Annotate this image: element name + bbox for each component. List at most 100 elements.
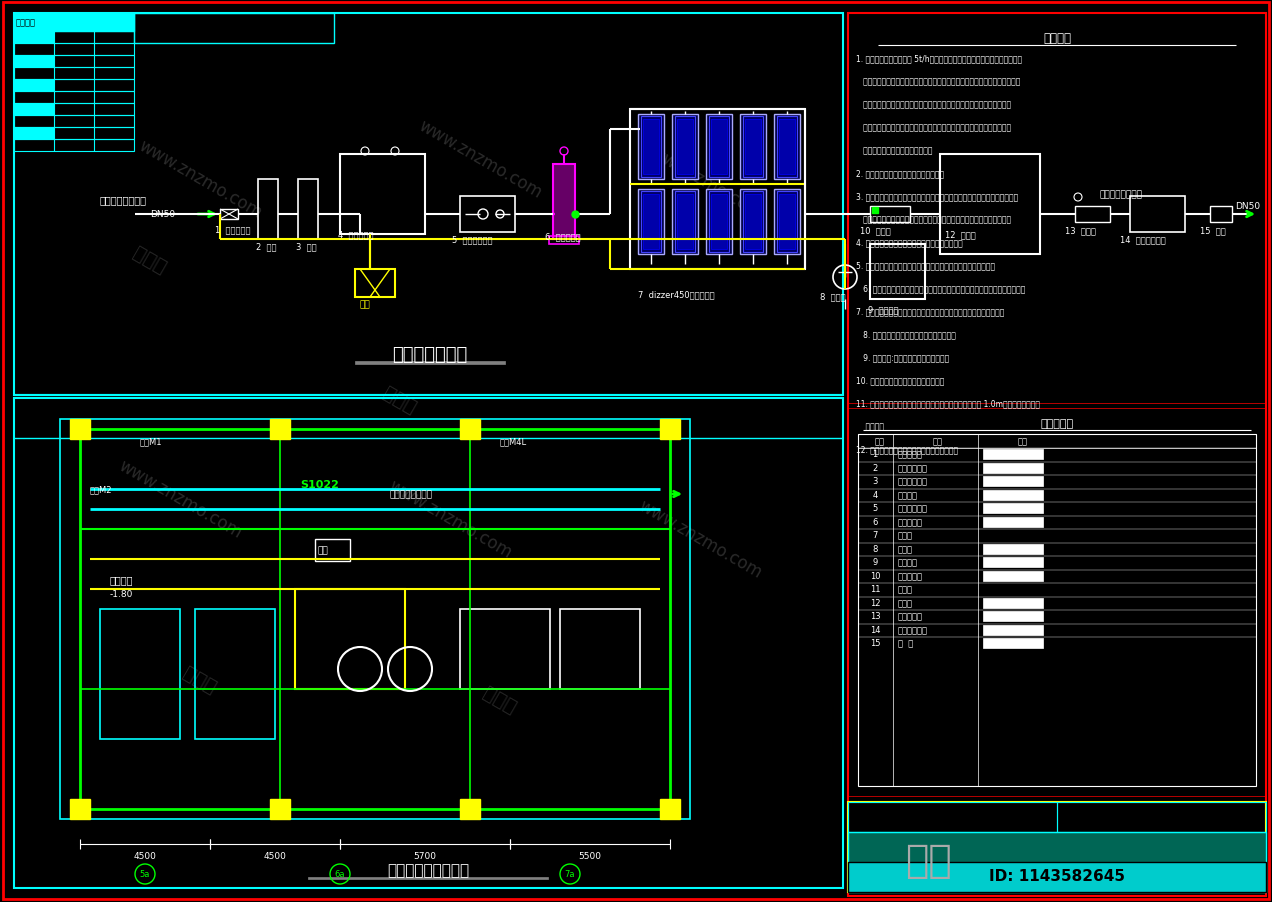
Text: 知未: 知未	[904, 841, 951, 879]
Text: 设计说明: 设计说明	[1043, 32, 1071, 45]
Text: 净水箱: 净水箱	[898, 598, 913, 607]
Bar	[258, 179, 279, 240]
Text: 平门M4L: 平门M4L	[500, 437, 527, 446]
Bar	[983, 449, 1043, 459]
Bar	[14, 44, 134, 56]
Bar	[848, 14, 1266, 896]
Bar	[983, 476, 1043, 486]
Bar	[70, 419, 90, 439]
Text: 知未网: 知未网	[179, 662, 220, 696]
Bar	[550, 236, 579, 244]
Text: 石英砂过滤器: 石英砂过滤器	[898, 464, 929, 473]
Text: 反洗水箱: 反洗水箱	[898, 557, 918, 566]
Bar	[983, 598, 1043, 608]
Text: 超滤膜: 超滤膜	[898, 531, 913, 540]
Bar	[315, 539, 350, 561]
Bar	[740, 115, 766, 179]
Bar	[639, 189, 664, 254]
Text: 12: 12	[870, 598, 880, 607]
Bar	[848, 14, 1266, 403]
Bar	[14, 14, 134, 32]
Bar	[983, 503, 1043, 513]
Text: 5500: 5500	[579, 851, 602, 861]
Text: 11. 公共楼号户内应设直饮水供水绕头，水绕处应顺整起始 1.0m，水绕前装水表、: 11. 公共楼号户内应设直饮水供水绕头，水绕处应顺整起始 1.0m，水绕前装水表…	[856, 399, 1040, 408]
Bar	[706, 115, 731, 179]
Bar	[220, 210, 238, 220]
Bar	[14, 68, 134, 80]
Bar	[308, 877, 548, 879]
Bar	[460, 610, 550, 689]
Text: 3  炭滤: 3 炭滤	[296, 243, 317, 252]
Text: 6: 6	[873, 518, 878, 527]
Text: 变频供水机组: 变频供水机组	[898, 504, 929, 513]
Bar	[641, 117, 661, 178]
Text: 变频供水机组: 变频供水机组	[898, 625, 929, 634]
Bar	[644, 195, 659, 250]
Text: 平门M2: 平门M2	[90, 485, 112, 494]
Text: 7: 7	[873, 531, 878, 540]
Text: 注意事项: 注意事项	[17, 18, 36, 27]
Bar	[983, 625, 1043, 635]
Bar	[677, 120, 693, 175]
Bar	[778, 120, 795, 175]
Text: www.znzmo.com: www.znzmo.com	[135, 137, 265, 223]
Bar	[1075, 207, 1110, 223]
Text: 1. 水工程净化处理水量为 5t/h，水处理系统根据工艺流程原理图，在净水供: 1. 水工程净化处理水量为 5t/h，水处理系统根据工艺流程原理图，在净水供	[856, 54, 1023, 63]
Text: 知未网: 知未网	[130, 243, 170, 277]
Bar	[80, 429, 670, 809]
Bar	[743, 117, 763, 178]
Bar	[983, 612, 1043, 621]
Text: 专控柜: 专控柜	[898, 584, 913, 594]
Text: 7a: 7a	[565, 870, 575, 879]
Text: 水方式采用变频供水系统，水处理设备安机房设置于室，采取自动处理机组供: 水方式采用变频供水系统，水处理设备安机房设置于室，采取自动处理机组供	[856, 78, 1020, 87]
Bar	[355, 270, 396, 298]
Bar	[134, 14, 335, 44]
Text: www.znzmo.com: www.znzmo.com	[635, 137, 764, 223]
Text: 接低区生活给水管: 接低区生活给水管	[100, 195, 148, 205]
Bar	[773, 115, 800, 179]
Text: www.znzmo.com: www.znzmo.com	[114, 456, 245, 542]
Text: 中应与各专业密切配合，管件位置及标高，可根据实施情况作适当调整。: 中应与各专业密切配合，管件位置及标高，可根据实施情况作适当调整。	[856, 216, 1011, 225]
Text: -1.80: -1.80	[109, 590, 134, 599]
Text: www.znzmo.com: www.znzmo.com	[635, 497, 764, 582]
Text: 2. 供固水平管及户内立管均采用环钢管。: 2. 供固水平管及户内立管均采用环钢管。	[856, 170, 944, 179]
Bar	[553, 165, 575, 240]
Bar	[848, 802, 1057, 832]
Bar	[870, 244, 925, 299]
Bar	[14, 399, 843, 888]
Bar	[298, 179, 318, 240]
Text: 7  dizzer450超滤膜组件: 7 dizzer450超滤膜组件	[639, 290, 715, 299]
Text: 6a: 6a	[335, 870, 345, 879]
Text: 工艺流程原理图: 工艺流程原理图	[392, 345, 468, 364]
Bar	[14, 115, 134, 128]
Text: 5700: 5700	[413, 851, 436, 861]
Text: 活性炭过滤器: 活性炭过滤器	[898, 477, 929, 486]
Bar	[711, 195, 728, 250]
Bar	[672, 189, 698, 254]
Text: 13  紫外线: 13 紫外线	[1065, 226, 1096, 235]
Text: 4500: 4500	[134, 851, 156, 861]
Bar	[983, 490, 1043, 500]
Bar	[100, 610, 181, 739]
Text: 8  反冲泵: 8 反冲泵	[820, 292, 846, 301]
Bar	[14, 104, 53, 115]
Bar	[777, 117, 798, 178]
Bar	[709, 117, 729, 178]
Bar	[660, 419, 681, 439]
Bar	[711, 120, 728, 175]
Text: 饮用供水系统。管网供水量下半业设管供管环状方式，供水系统方案选通: 饮用供水系统。管网供水量下半业设管供管环状方式，供水系统方案选通	[856, 124, 1011, 133]
Bar	[270, 419, 290, 439]
Bar	[672, 115, 698, 179]
Bar	[660, 799, 681, 819]
Text: DN50: DN50	[1235, 202, 1261, 211]
Text: 水  表: 水 表	[898, 639, 913, 648]
Bar	[644, 120, 659, 175]
Text: 12. 未说明之处，按可能技术操作处理跟执行。: 12. 未说明之处，按可能技术操作处理跟执行。	[856, 445, 958, 454]
Bar	[983, 639, 1043, 649]
Bar	[460, 197, 515, 233]
Bar	[983, 463, 1043, 473]
Text: ID: 1143582645: ID: 1143582645	[990, 869, 1124, 884]
Bar	[560, 610, 640, 689]
Bar	[295, 589, 404, 689]
Text: 10  紫外线: 10 紫外线	[860, 226, 890, 235]
